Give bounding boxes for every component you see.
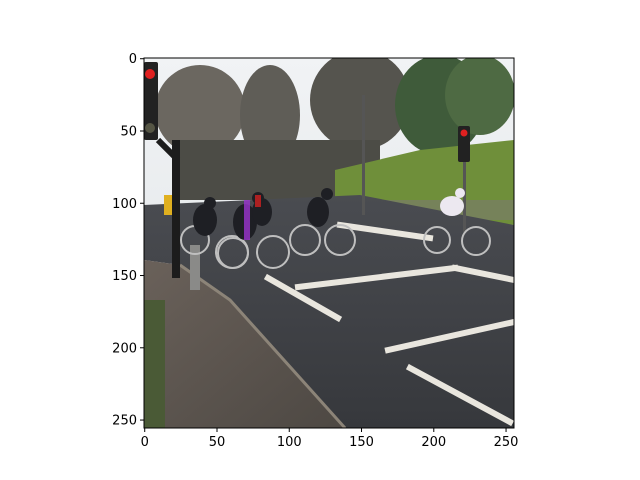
x-tick-label: 200 — [421, 435, 446, 450]
x-tick-label: 250 — [494, 435, 519, 450]
x-tick-label: 50 — [209, 435, 226, 450]
road-markings — [263, 221, 514, 427]
axes-frame — [143, 57, 515, 429]
traffic-light-left — [144, 62, 200, 290]
x-axis: 0 50 100 150 200 250 — [141, 428, 519, 450]
x-tick-label: 100 — [277, 435, 302, 450]
y-axis: 0 50 100 150 200 250 — [112, 52, 144, 429]
y-tick-label: 0 — [129, 52, 137, 67]
y-tick-label: 50 — [120, 124, 137, 139]
y-tick-label: 200 — [112, 341, 137, 356]
pavement — [144, 260, 345, 428]
traffic-light-right — [458, 126, 470, 232]
x-tick-label: 0 — [141, 435, 149, 450]
y-tick-label: 150 — [112, 269, 137, 284]
y-tick-label: 100 — [112, 197, 137, 212]
photo — [144, 58, 514, 428]
y-tick-label: 250 — [112, 414, 137, 429]
x-tick-label: 150 — [349, 435, 374, 450]
